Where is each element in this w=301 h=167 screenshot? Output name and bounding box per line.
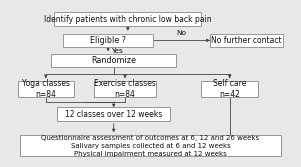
FancyBboxPatch shape [201,81,258,97]
Text: Yes: Yes [111,48,123,54]
FancyBboxPatch shape [20,135,281,156]
Text: Randomize: Randomize [91,56,136,65]
Text: 12 classes over 12 weeks: 12 classes over 12 weeks [65,110,162,119]
FancyBboxPatch shape [63,34,153,47]
FancyBboxPatch shape [54,13,201,26]
Text: Exercise classes
n=84: Exercise classes n=84 [94,79,156,99]
Text: No further contact: No further contact [211,36,282,45]
Text: No: No [177,30,187,36]
Text: Identify patients with chronic low back pain: Identify patients with chronic low back … [44,15,212,24]
Text: Yoga classes
n=84: Yoga classes n=84 [22,79,70,99]
FancyBboxPatch shape [17,81,74,97]
FancyBboxPatch shape [57,107,170,121]
FancyBboxPatch shape [51,54,176,67]
FancyBboxPatch shape [210,34,284,47]
Text: Self care
n=42: Self care n=42 [213,79,247,99]
Text: Questionnaire assessment of outcomes at 6, 12 and 26 weeks
Salivary samples coll: Questionnaire assessment of outcomes at … [42,134,259,156]
Text: Eligible ?: Eligible ? [90,36,126,45]
FancyBboxPatch shape [94,81,156,97]
